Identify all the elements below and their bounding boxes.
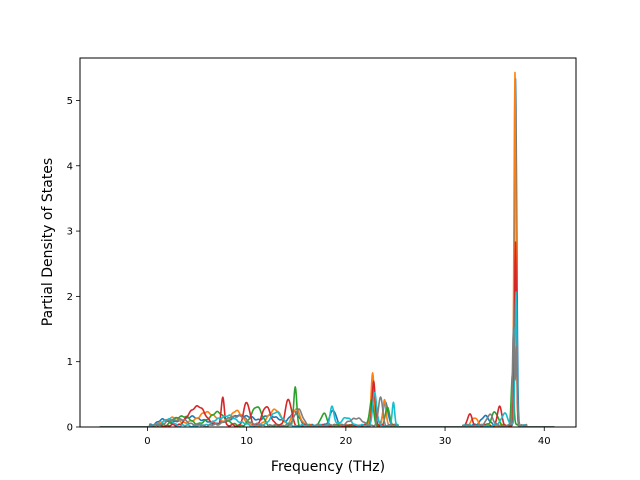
y-axis-label: Partial Density of States [40, 158, 56, 326]
y-tick-label: 1 [67, 357, 73, 368]
plot-frame [79, 57, 577, 428]
pdos-series-line [99, 291, 555, 427]
y-tick-label: 4 [67, 161, 73, 172]
plot-area [80, 58, 576, 427]
y-tick-label: 5 [67, 96, 73, 107]
x-tick-label: 40 [538, 436, 551, 447]
x-tick-label: 10 [240, 436, 253, 447]
y-axis: 0 1 2 3 4 5 [67, 96, 80, 434]
x-axis-label: Frequency (THz) [271, 459, 385, 475]
x-axis: 0 10 20 30 40 [144, 427, 551, 447]
y-tick-label: 3 [67, 227, 73, 238]
y-tick-label: 0 [67, 423, 73, 434]
x-tick-label: 0 [144, 436, 150, 447]
x-tick-label: 30 [439, 436, 452, 447]
y-tick-label: 2 [67, 292, 73, 303]
x-tick-label: 20 [339, 436, 352, 447]
